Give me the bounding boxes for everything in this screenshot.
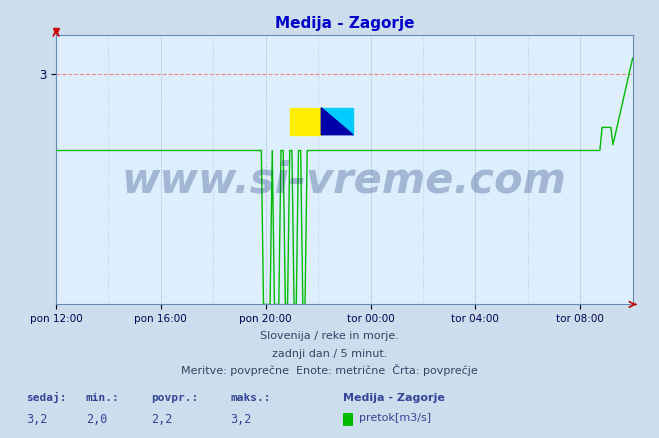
Text: Meritve: povprečne  Enote: metrične  Črta: povprečje: Meritve: povprečne Enote: metrične Črta:… <box>181 364 478 377</box>
Text: Slovenija / reke in morje.: Slovenija / reke in morje. <box>260 332 399 342</box>
Text: maks.:: maks.: <box>231 393 271 403</box>
Text: Medija - Zagorje: Medija - Zagorje <box>343 393 445 403</box>
Text: pretok[m3/s]: pretok[m3/s] <box>359 413 431 424</box>
Text: 2,2: 2,2 <box>152 413 173 426</box>
Text: povpr.:: povpr.: <box>152 393 199 403</box>
Polygon shape <box>322 108 353 135</box>
Bar <box>289 108 322 135</box>
Text: 3,2: 3,2 <box>26 413 47 426</box>
Text: sedaj:: sedaj: <box>26 392 67 403</box>
Text: 2,0: 2,0 <box>86 413 107 426</box>
Text: zadnji dan / 5 minut.: zadnji dan / 5 minut. <box>272 349 387 359</box>
Text: www.si-vreme.com: www.si-vreme.com <box>0 127 3 212</box>
Title: Medija - Zagorje: Medija - Zagorje <box>275 16 414 31</box>
Text: 3,2: 3,2 <box>231 413 252 426</box>
Text: min.:: min.: <box>86 393 119 403</box>
Text: www.si-vreme.com: www.si-vreme.com <box>122 159 567 201</box>
Polygon shape <box>322 108 353 135</box>
